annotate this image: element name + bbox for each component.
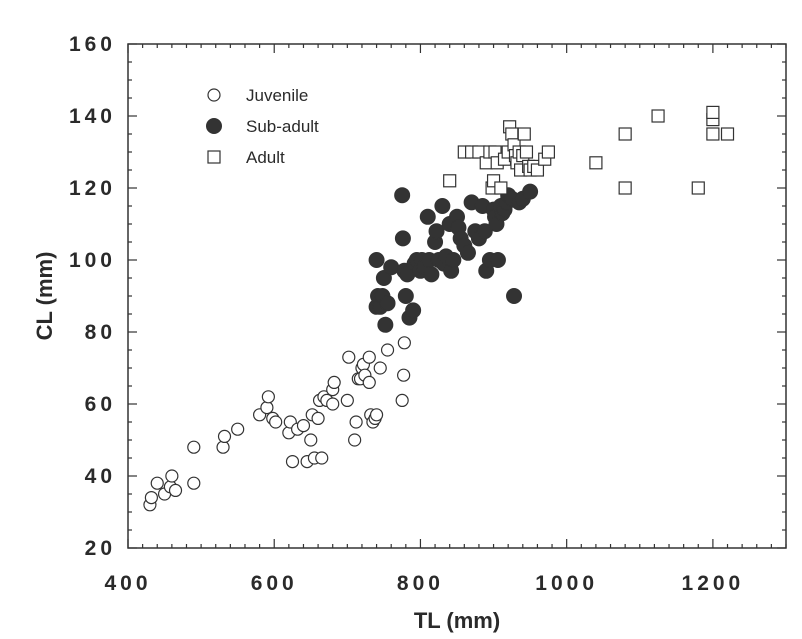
data-point (445, 252, 462, 268)
data-point (519, 145, 534, 159)
y-tick-label: 80 (85, 321, 116, 344)
data-point (428, 223, 445, 240)
y-tick-label: 100 (69, 249, 116, 272)
data-point (618, 181, 632, 195)
y-tick-label: 160 (69, 33, 116, 56)
data-point (377, 316, 394, 333)
data-point (296, 419, 311, 433)
data-point (459, 244, 476, 261)
series-adult (443, 105, 735, 195)
x-tick-label: 400 (104, 572, 151, 595)
data-point (373, 361, 387, 375)
data-point (362, 375, 376, 389)
data-point (342, 350, 356, 364)
data-point (489, 252, 506, 268)
data-point (285, 455, 300, 469)
data-point (217, 429, 232, 443)
x-tick-label: 1000 (535, 572, 598, 595)
x-tick-label: 600 (251, 572, 298, 595)
data-point (269, 415, 283, 429)
data-point (720, 127, 735, 141)
data-point (517, 127, 531, 141)
data-point (394, 187, 411, 204)
data-point (368, 252, 385, 268)
data-point (434, 198, 451, 214)
data-point (326, 397, 340, 411)
data-point (494, 181, 508, 195)
y-tick-label: 140 (69, 105, 116, 128)
data-point (362, 350, 376, 364)
data-point (348, 433, 362, 447)
data-point (150, 476, 164, 490)
data-point (405, 302, 422, 319)
legend-label: Adult (246, 148, 285, 167)
data-point (315, 451, 329, 465)
tick-labels: 400 600 800 1000 1200 20 40 60 80 100 120 140 160 (69, 33, 745, 595)
data-point (522, 183, 539, 200)
series-juvenile (143, 336, 411, 512)
legend-marker (207, 88, 221, 102)
data-points (143, 105, 735, 512)
data-point (618, 127, 632, 141)
data-point (479, 156, 493, 170)
data-point (691, 181, 705, 195)
data-point (144, 491, 158, 505)
data-point (304, 433, 318, 447)
data-point (423, 266, 440, 283)
data-point (530, 163, 545, 177)
data-point (476, 223, 493, 240)
data-point (380, 343, 395, 357)
y-tick-label: 60 (85, 393, 116, 416)
data-point (472, 145, 486, 159)
data-point (369, 408, 384, 422)
x-tick-label: 1200 (682, 572, 745, 595)
data-point (349, 415, 363, 429)
data-point (443, 174, 457, 188)
x-tick-label: 800 (397, 572, 444, 595)
data-point (260, 401, 274, 415)
data-point (383, 259, 400, 276)
legend-label: Sub-adult (246, 117, 319, 136)
data-point (651, 109, 665, 123)
data-point (327, 375, 341, 389)
data-point (231, 422, 245, 436)
data-point (419, 208, 436, 225)
data-point (394, 230, 411, 247)
legend-marker (207, 150, 221, 164)
data-point (397, 288, 414, 304)
data-point (216, 440, 230, 454)
y-tick-label: 20 (85, 537, 116, 560)
legend-marker (206, 118, 222, 134)
y-tick-label: 40 (85, 465, 116, 488)
data-point (311, 411, 325, 425)
axis-ticks (127, 43, 787, 549)
data-point (706, 105, 720, 120)
data-point (187, 440, 201, 454)
data-point (397, 368, 411, 382)
data-point (505, 127, 519, 141)
plot-frame (127, 43, 787, 549)
data-point (165, 469, 179, 483)
data-point (395, 393, 409, 407)
data-point (397, 336, 411, 350)
legend: Juvenile Sub-adult Adult (206, 86, 319, 167)
data-point (506, 288, 523, 304)
x-axis-title: TL (mm) (414, 608, 500, 633)
data-point (187, 476, 201, 490)
data-point (261, 390, 275, 404)
data-point (168, 483, 183, 497)
data-point (589, 156, 603, 170)
y-axis-title: CL (mm) (32, 252, 57, 341)
data-point (541, 145, 555, 159)
data-point (379, 295, 396, 312)
y-tick-label: 120 (69, 177, 116, 200)
data-point (340, 393, 354, 407)
series-sub-adult (368, 183, 539, 333)
data-point (706, 127, 720, 141)
legend-label: Juvenile (246, 86, 308, 105)
